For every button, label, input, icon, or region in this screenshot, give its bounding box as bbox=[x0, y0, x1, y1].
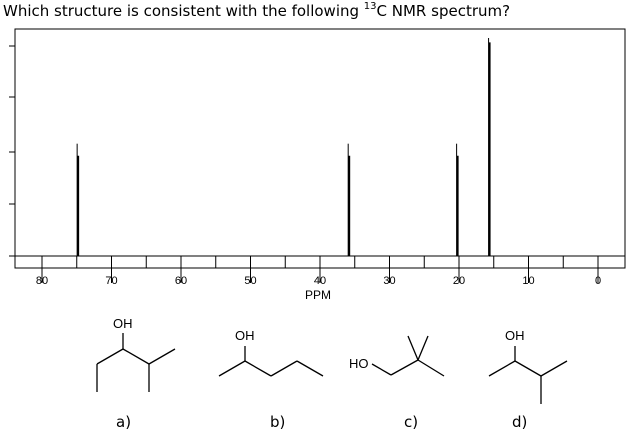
question-prefix: Which structure is consistent with the f… bbox=[3, 2, 364, 20]
structure-a[interactable] bbox=[96, 333, 176, 392]
question-suffix: C NMR spectrum? bbox=[376, 2, 511, 20]
left-axis-ticks bbox=[9, 45, 15, 257]
option-c-label[interactable]: c) bbox=[404, 413, 418, 431]
option-b-label[interactable]: b) bbox=[270, 413, 285, 431]
x-tick-label-0: 0 bbox=[595, 275, 601, 287]
peaks-layer bbox=[76, 38, 491, 256]
x-axis-title: PPM bbox=[305, 288, 331, 302]
isotope-superscript: 13 bbox=[363, 1, 377, 12]
structure-a-hydroxyl-label: OH bbox=[113, 316, 133, 331]
x-tick-label-60: 60 bbox=[175, 275, 187, 287]
structure-d-hydroxyl-label: OH bbox=[505, 328, 525, 343]
plot-frame bbox=[14, 28, 626, 269]
x-tick-label-80: 80 bbox=[36, 275, 48, 287]
x-tick-label-70: 70 bbox=[105, 275, 117, 287]
option-a-label[interactable]: a) bbox=[116, 413, 131, 431]
x-tick-label-50: 50 bbox=[244, 275, 256, 287]
x-tick-label-30: 30 bbox=[383, 275, 395, 287]
structure-d[interactable] bbox=[488, 346, 568, 404]
structure-b-hydroxyl-label: OH bbox=[235, 328, 255, 343]
x-tick-label-40: 40 bbox=[314, 275, 326, 287]
structure-c[interactable] bbox=[371, 335, 445, 377]
x-tick-label-20: 20 bbox=[453, 275, 465, 287]
structure-c-hydroxyl-label: HO bbox=[349, 356, 369, 371]
option-d-label[interactable]: d) bbox=[512, 413, 527, 431]
x-axis-tick-labels: 80 70 60 50 40 30 20 10 0 bbox=[36, 275, 601, 287]
x-axis-ticks bbox=[41, 256, 599, 283]
question-text: Which structure is consistent with the f… bbox=[3, 1, 511, 20]
structure-b[interactable] bbox=[218, 346, 324, 377]
x-tick-label-10: 10 bbox=[522, 275, 534, 287]
